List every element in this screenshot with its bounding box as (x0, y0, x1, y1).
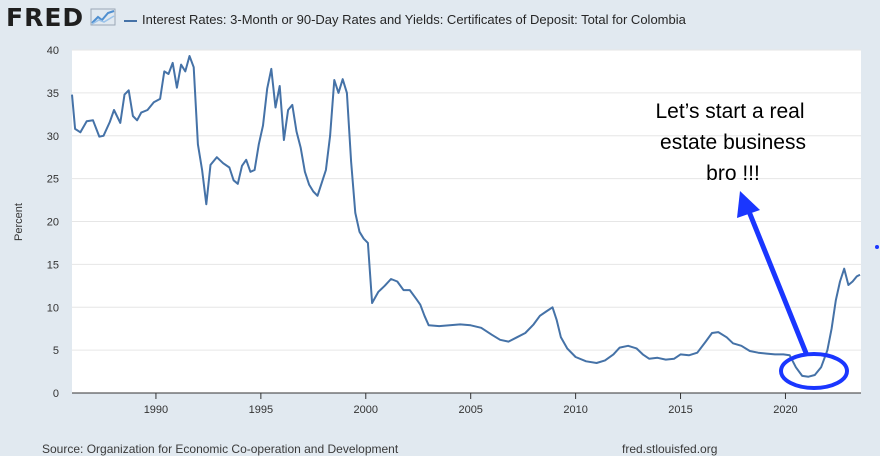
chart-line-icon (90, 8, 116, 26)
y-tick-label-10: 10 (47, 302, 59, 314)
x-tick-label-2005: 2005 (458, 404, 482, 416)
y-tick-label-25: 25 (47, 174, 59, 186)
x-tick-label-1990: 1990 (144, 404, 168, 416)
x-tick-label-2010: 2010 (563, 404, 587, 416)
x-tick-label-2000: 2000 (354, 404, 378, 416)
legend-line-swatch (124, 20, 137, 22)
y-axis-ticks: 0 5 10 15 20 25 30 35 40 (47, 45, 59, 400)
annotation: Let’s start a real estate business bro !… (655, 100, 879, 390)
series-title[interactable]: Interest Rates: 3-Month or 90-Day Rates … (142, 12, 686, 27)
x-axis-ticks: 1990 1995 2000 2005 2010 2015 2020 (144, 393, 798, 416)
annotation-line-1: Let’s start a real (655, 100, 804, 123)
fred-logo[interactable]: FRED (6, 3, 85, 32)
annotation-arrow-shaft (747, 211, 809, 356)
annotation-line-3: bro !!! (706, 162, 760, 185)
y-tick-label-5: 5 (53, 345, 59, 357)
edge-dot (875, 245, 879, 249)
x-tick-label-2015: 2015 (668, 404, 692, 416)
grid (72, 49, 861, 351)
annotation-line-2: estate business (660, 131, 806, 154)
site-link[interactable]: fred.stlouisfed.org (622, 442, 718, 456)
y-tick-label-20: 20 (47, 217, 59, 229)
y-tick-label-15: 15 (47, 259, 59, 271)
y-axis-label: Percent (13, 203, 25, 241)
series-line (71, 55, 861, 378)
y-tick-label-35: 35 (47, 88, 59, 100)
x-tick-label-1995: 1995 (249, 404, 273, 416)
source-note: Source: Organization for Economic Co-ope… (42, 442, 399, 456)
y-tick-label-40: 40 (47, 45, 59, 57)
annotation-circle (779, 352, 849, 390)
annotation-arrow-head (737, 191, 760, 218)
y-tick-label-30: 30 (47, 131, 59, 143)
x-tick-label-2020: 2020 (773, 404, 797, 416)
y-tick-label-0: 0 (53, 388, 59, 400)
